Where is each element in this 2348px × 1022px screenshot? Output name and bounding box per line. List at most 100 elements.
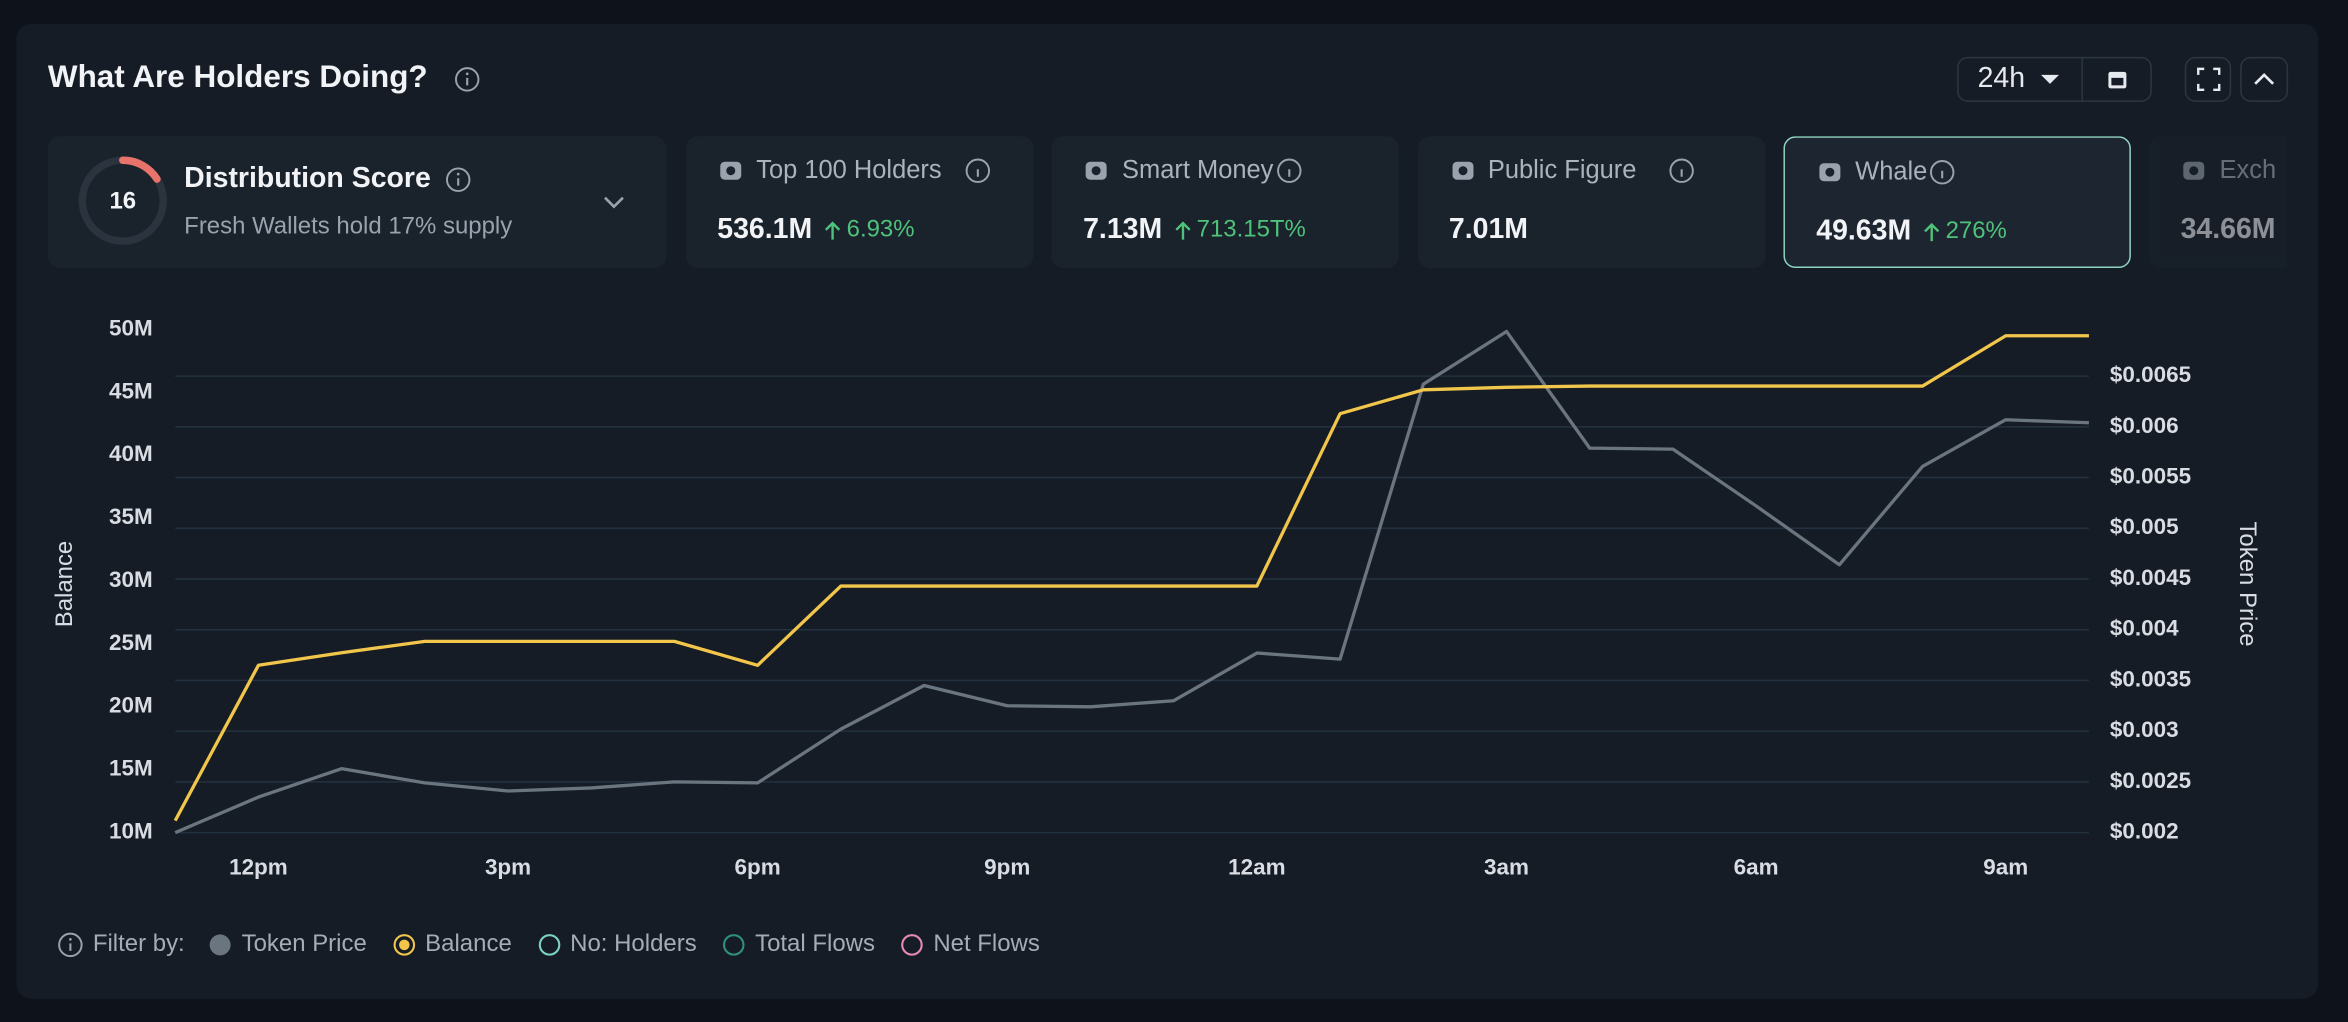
swatch — [723, 934, 745, 956]
expand-button[interactable] — [2184, 56, 2232, 102]
card-label: Smart Money — [1122, 155, 1274, 185]
y-tick-label: 40M — [109, 441, 153, 466]
up-arrow — [1175, 221, 1191, 240]
card-icon — [1086, 161, 1108, 180]
y-tick-label: 50M — [109, 315, 153, 340]
legend-swatch — [538, 934, 560, 956]
legend-item[interactable]: Token Price — [209, 931, 367, 958]
card-label: Public Figure — [1487, 155, 1637, 185]
chevron-up — [2254, 72, 2275, 85]
info-icon[interactable] — [1276, 157, 1303, 184]
metric-card[interactable]: Top 100 Holders 536.1M 6.93% — [685, 136, 1034, 269]
card-label: Exch — [2219, 155, 2277, 185]
card-icon — [1819, 163, 1841, 182]
legend: Filter by: Token Price Balance No: Holders… — [57, 931, 1065, 958]
swatch — [210, 934, 232, 956]
title: What Are Holders Doing? — [47, 59, 428, 95]
collapse-button[interactable] — [2240, 56, 2289, 102]
chevron-down[interactable] — [602, 193, 626, 211]
metric-card[interactable]: Smart Money 7.13M 713.15T% — [1051, 136, 1400, 269]
info-icon[interactable] — [1669, 157, 1696, 184]
up-arrow — [1924, 222, 1940, 242]
change-text: 276% — [1945, 218, 2007, 245]
x-tick-label: 3pm — [485, 854, 531, 879]
y2-axis-title: Token Price — [2234, 521, 2261, 646]
expand-icon — [2196, 67, 2220, 92]
card-change: 6.93% — [824, 217, 915, 244]
metric-card[interactable]: Exch 34.66M — [2149, 136, 2287, 269]
legend-item[interactable]: No: Holders — [537, 931, 697, 958]
legend-item[interactable]: Balance — [392, 931, 512, 958]
y2-tick-label: $0.004 — [2110, 616, 2179, 641]
info-icon[interactable] — [454, 66, 481, 93]
icon-shape — [1092, 166, 1102, 176]
y-tick-label: 45M — [109, 378, 153, 403]
legend-label: Total Flows — [755, 931, 875, 957]
calendar-button[interactable] — [2081, 56, 2152, 102]
card-icon — [720, 161, 742, 180]
y-tick-label: 35M — [109, 504, 153, 529]
metric-card[interactable]: Whale 49.63M 276% — [1783, 136, 2131, 269]
timeframe-dropdown[interactable]: 24h — [1957, 56, 2083, 102]
caret — [2041, 74, 2060, 84]
up-arrow — [825, 221, 841, 240]
card-value: 49.63M — [1816, 215, 1912, 248]
calendar-icon — [2107, 71, 2126, 89]
card-value-row: 34.66M — [2181, 214, 2276, 247]
icon-shape — [2189, 166, 2199, 176]
score-subtitle: Fresh Wallets hold 17% supply — [184, 214, 513, 240]
card-value: 536.1M — [717, 214, 813, 246]
timeframe: 24h — [1977, 62, 2026, 95]
legend-item[interactable]: Net Flows — [900, 931, 1040, 958]
x-tick-label: 6pm — [735, 854, 781, 879]
score-title: Distribution Score — [184, 163, 431, 195]
swatch — [398, 939, 410, 951]
swatch — [538, 934, 560, 956]
card-change: 713.15T% — [1174, 217, 1306, 244]
filter-label: Filter by: — [92, 931, 185, 957]
card-value: 7.13M — [1083, 214, 1163, 246]
x-tick-label: 6am — [1734, 854, 1779, 879]
info-icon[interactable] — [57, 931, 84, 958]
legend-swatch — [210, 934, 232, 956]
legend-item[interactable]: Total Flows — [722, 931, 875, 958]
y-tick-label: 25M — [109, 630, 153, 655]
y2-tick-label: $0.0045 — [2110, 565, 2191, 590]
card-value-row: 536.1M 6.93% — [717, 214, 914, 247]
score-gauge: 16 — [78, 156, 167, 245]
card-label: Top 100 Holders — [756, 155, 942, 185]
card-icon — [1451, 161, 1473, 180]
y2-tick-label: $0.0025 — [2110, 768, 2191, 793]
legend-label: Token Price — [241, 931, 367, 957]
card-value: 7.01M — [1448, 214, 1529, 246]
y2-tick-label: $0.0065 — [2110, 362, 2191, 387]
legend-swatch — [393, 934, 415, 956]
y-tick-label: 15M — [109, 756, 153, 781]
score-card[interactable]: 16 Distribution Score Fresh Wallets hold… — [47, 136, 667, 269]
y2-tick-label: $0.005 — [2110, 514, 2179, 539]
y-tick-label: 20M — [109, 693, 153, 718]
metric-card[interactable]: Public Figure 7.01M — [1417, 136, 1765, 269]
info-icon[interactable] — [1929, 159, 1956, 186]
legend-label: No: Holders — [570, 931, 697, 957]
card-value-row: 7.13M 713.15T% — [1083, 214, 1306, 247]
swatch — [393, 934, 415, 956]
card-icon — [2183, 161, 2205, 180]
y2-tick-label: $0.003 — [2110, 717, 2179, 742]
icon-shape — [1825, 167, 1835, 177]
icon-shape — [964, 158, 990, 183]
change-text: 713.15T% — [1196, 217, 1306, 243]
card-value: 34.66M — [2180, 214, 2276, 246]
swatch — [901, 934, 924, 956]
change-text: 6.93% — [846, 217, 915, 243]
info-icon[interactable] — [964, 157, 991, 184]
icon-shape — [1457, 166, 1467, 176]
icon-shape — [726, 166, 736, 176]
legend-swatch — [723, 934, 745, 956]
x-tick-label: 12am — [1228, 854, 1285, 879]
info-icon[interactable] — [445, 166, 472, 193]
y-tick-label: 30M — [109, 567, 153, 592]
y2-tick-label: $0.0055 — [2110, 463, 2191, 488]
series-line — [174, 329, 2090, 835]
